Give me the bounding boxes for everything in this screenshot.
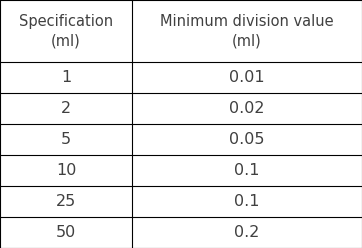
Text: Specification
(ml): Specification (ml) <box>19 14 113 48</box>
Text: 0.1: 0.1 <box>234 163 260 178</box>
Text: 0.02: 0.02 <box>229 101 265 116</box>
Text: 0.01: 0.01 <box>229 70 265 85</box>
Text: 10: 10 <box>56 163 76 178</box>
Text: 25: 25 <box>56 194 76 209</box>
Text: 50: 50 <box>56 225 76 240</box>
Text: 0.1: 0.1 <box>234 194 260 209</box>
Text: 5: 5 <box>61 132 71 147</box>
Text: 0.2: 0.2 <box>234 225 260 240</box>
Text: Minimum division value
(ml): Minimum division value (ml) <box>160 14 334 48</box>
Text: 0.05: 0.05 <box>229 132 265 147</box>
Text: 2: 2 <box>61 101 71 116</box>
Text: 1: 1 <box>61 70 71 85</box>
